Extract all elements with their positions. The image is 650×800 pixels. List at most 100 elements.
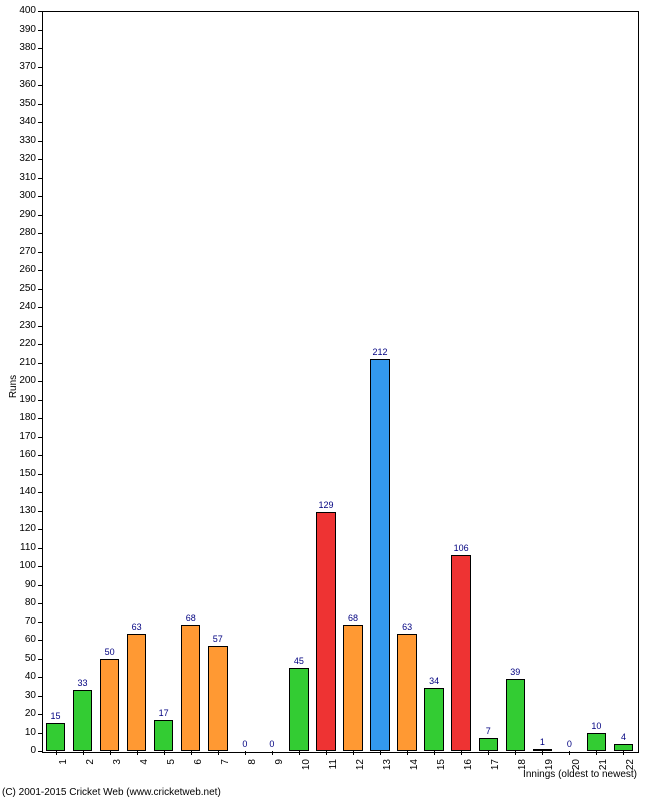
x-tick-label: 10 [301, 759, 312, 779]
bar-value-label: 17 [150, 708, 177, 718]
bar [154, 720, 173, 751]
bar [181, 625, 200, 751]
x-tick-label: 12 [355, 759, 366, 779]
bar-value-label: 7 [475, 726, 502, 736]
y-tick-label: 280 [19, 227, 36, 238]
bar [370, 359, 389, 751]
y-tick-label: 110 [20, 542, 36, 553]
x-tick [380, 751, 381, 755]
y-tick [38, 11, 42, 12]
bar-value-label: 57 [204, 634, 231, 644]
x-tick-label: 9 [274, 759, 285, 779]
x-tick-label: 14 [409, 759, 420, 779]
y-tick-label: 50 [25, 653, 36, 664]
y-tick [38, 48, 42, 49]
bar [533, 749, 552, 751]
y-tick [38, 104, 42, 105]
y-tick-label: 330 [19, 135, 36, 146]
bar [343, 625, 362, 751]
y-tick-label: 240 [19, 301, 36, 312]
y-tick-label: 90 [25, 579, 36, 590]
y-tick-label: 150 [19, 468, 36, 479]
y-tick [38, 159, 42, 160]
bar-value-label: 63 [394, 622, 421, 632]
y-tick [38, 677, 42, 678]
bar-value-label: 45 [285, 656, 312, 666]
bar [127, 634, 146, 751]
y-tick [38, 492, 42, 493]
y-tick-label: 100 [19, 560, 36, 571]
y-tick [38, 751, 42, 752]
y-tick-label: 70 [25, 616, 36, 627]
x-tick [191, 751, 192, 755]
x-tick [515, 751, 516, 755]
y-tick-label: 30 [25, 690, 36, 701]
y-tick [38, 548, 42, 549]
y-tick-label: 120 [19, 523, 36, 534]
y-tick-label: 130 [19, 505, 36, 516]
y-tick [38, 418, 42, 419]
y-tick-label: 0 [30, 745, 36, 756]
x-tick [353, 751, 354, 755]
y-tick [38, 233, 42, 234]
y-tick-label: 370 [19, 61, 36, 72]
x-tick [596, 751, 597, 755]
y-tick [38, 437, 42, 438]
x-tick-label: 8 [247, 759, 258, 779]
y-tick-label: 220 [19, 338, 36, 349]
y-tick [38, 455, 42, 456]
y-tick [38, 381, 42, 382]
y-tick [38, 141, 42, 142]
y-tick [38, 344, 42, 345]
bar-value-label: 15 [42, 711, 69, 721]
bar [316, 512, 335, 751]
x-tick-label: 17 [490, 759, 501, 779]
y-tick-label: 310 [19, 172, 36, 183]
x-tick-label: 20 [571, 759, 582, 779]
bar-value-label: 129 [312, 500, 339, 510]
x-tick-label: 6 [193, 759, 204, 779]
bar-value-label: 63 [123, 622, 150, 632]
x-tick [407, 751, 408, 755]
x-tick [272, 751, 273, 755]
x-tick-label: 13 [382, 759, 393, 779]
bar [208, 646, 227, 751]
y-tick-label: 300 [19, 190, 36, 201]
y-tick-label: 260 [19, 264, 36, 275]
bar-value-label: 0 [258, 739, 285, 749]
bar [289, 668, 308, 751]
y-tick-label: 140 [19, 486, 36, 497]
y-tick [38, 696, 42, 697]
x-tick-label: 3 [112, 759, 123, 779]
y-tick [38, 289, 42, 290]
x-tick-label: 18 [517, 759, 528, 779]
bar-value-label: 4 [610, 732, 637, 742]
x-tick [623, 751, 624, 755]
x-tick [110, 751, 111, 755]
y-tick-label: 350 [19, 98, 36, 109]
x-tick-label: 21 [598, 759, 609, 779]
y-tick-label: 250 [19, 283, 36, 294]
x-tick-label: 1 [58, 759, 69, 779]
y-tick [38, 270, 42, 271]
bar-value-label: 106 [448, 543, 475, 553]
y-tick [38, 30, 42, 31]
y-tick [38, 252, 42, 253]
bar-value-label: 0 [556, 739, 583, 749]
y-tick [38, 363, 42, 364]
y-tick-label: 210 [19, 357, 36, 368]
bar-value-label: 50 [96, 647, 123, 657]
bar-value-label: 33 [69, 678, 96, 688]
x-tick-label: 19 [544, 759, 555, 779]
x-tick [434, 751, 435, 755]
y-tick [38, 215, 42, 216]
y-tick-label: 170 [19, 431, 36, 442]
y-tick-label: 10 [25, 727, 36, 738]
bar-value-label: 212 [367, 347, 394, 357]
bar [614, 744, 633, 751]
x-tick-label: 2 [85, 759, 96, 779]
y-tick [38, 67, 42, 68]
y-tick [38, 85, 42, 86]
x-tick [569, 751, 570, 755]
y-tick [38, 122, 42, 123]
